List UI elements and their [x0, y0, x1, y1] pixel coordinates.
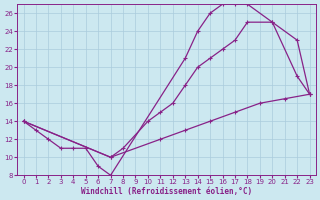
X-axis label: Windchill (Refroidissement éolien,°C): Windchill (Refroidissement éolien,°C) — [81, 187, 252, 196]
